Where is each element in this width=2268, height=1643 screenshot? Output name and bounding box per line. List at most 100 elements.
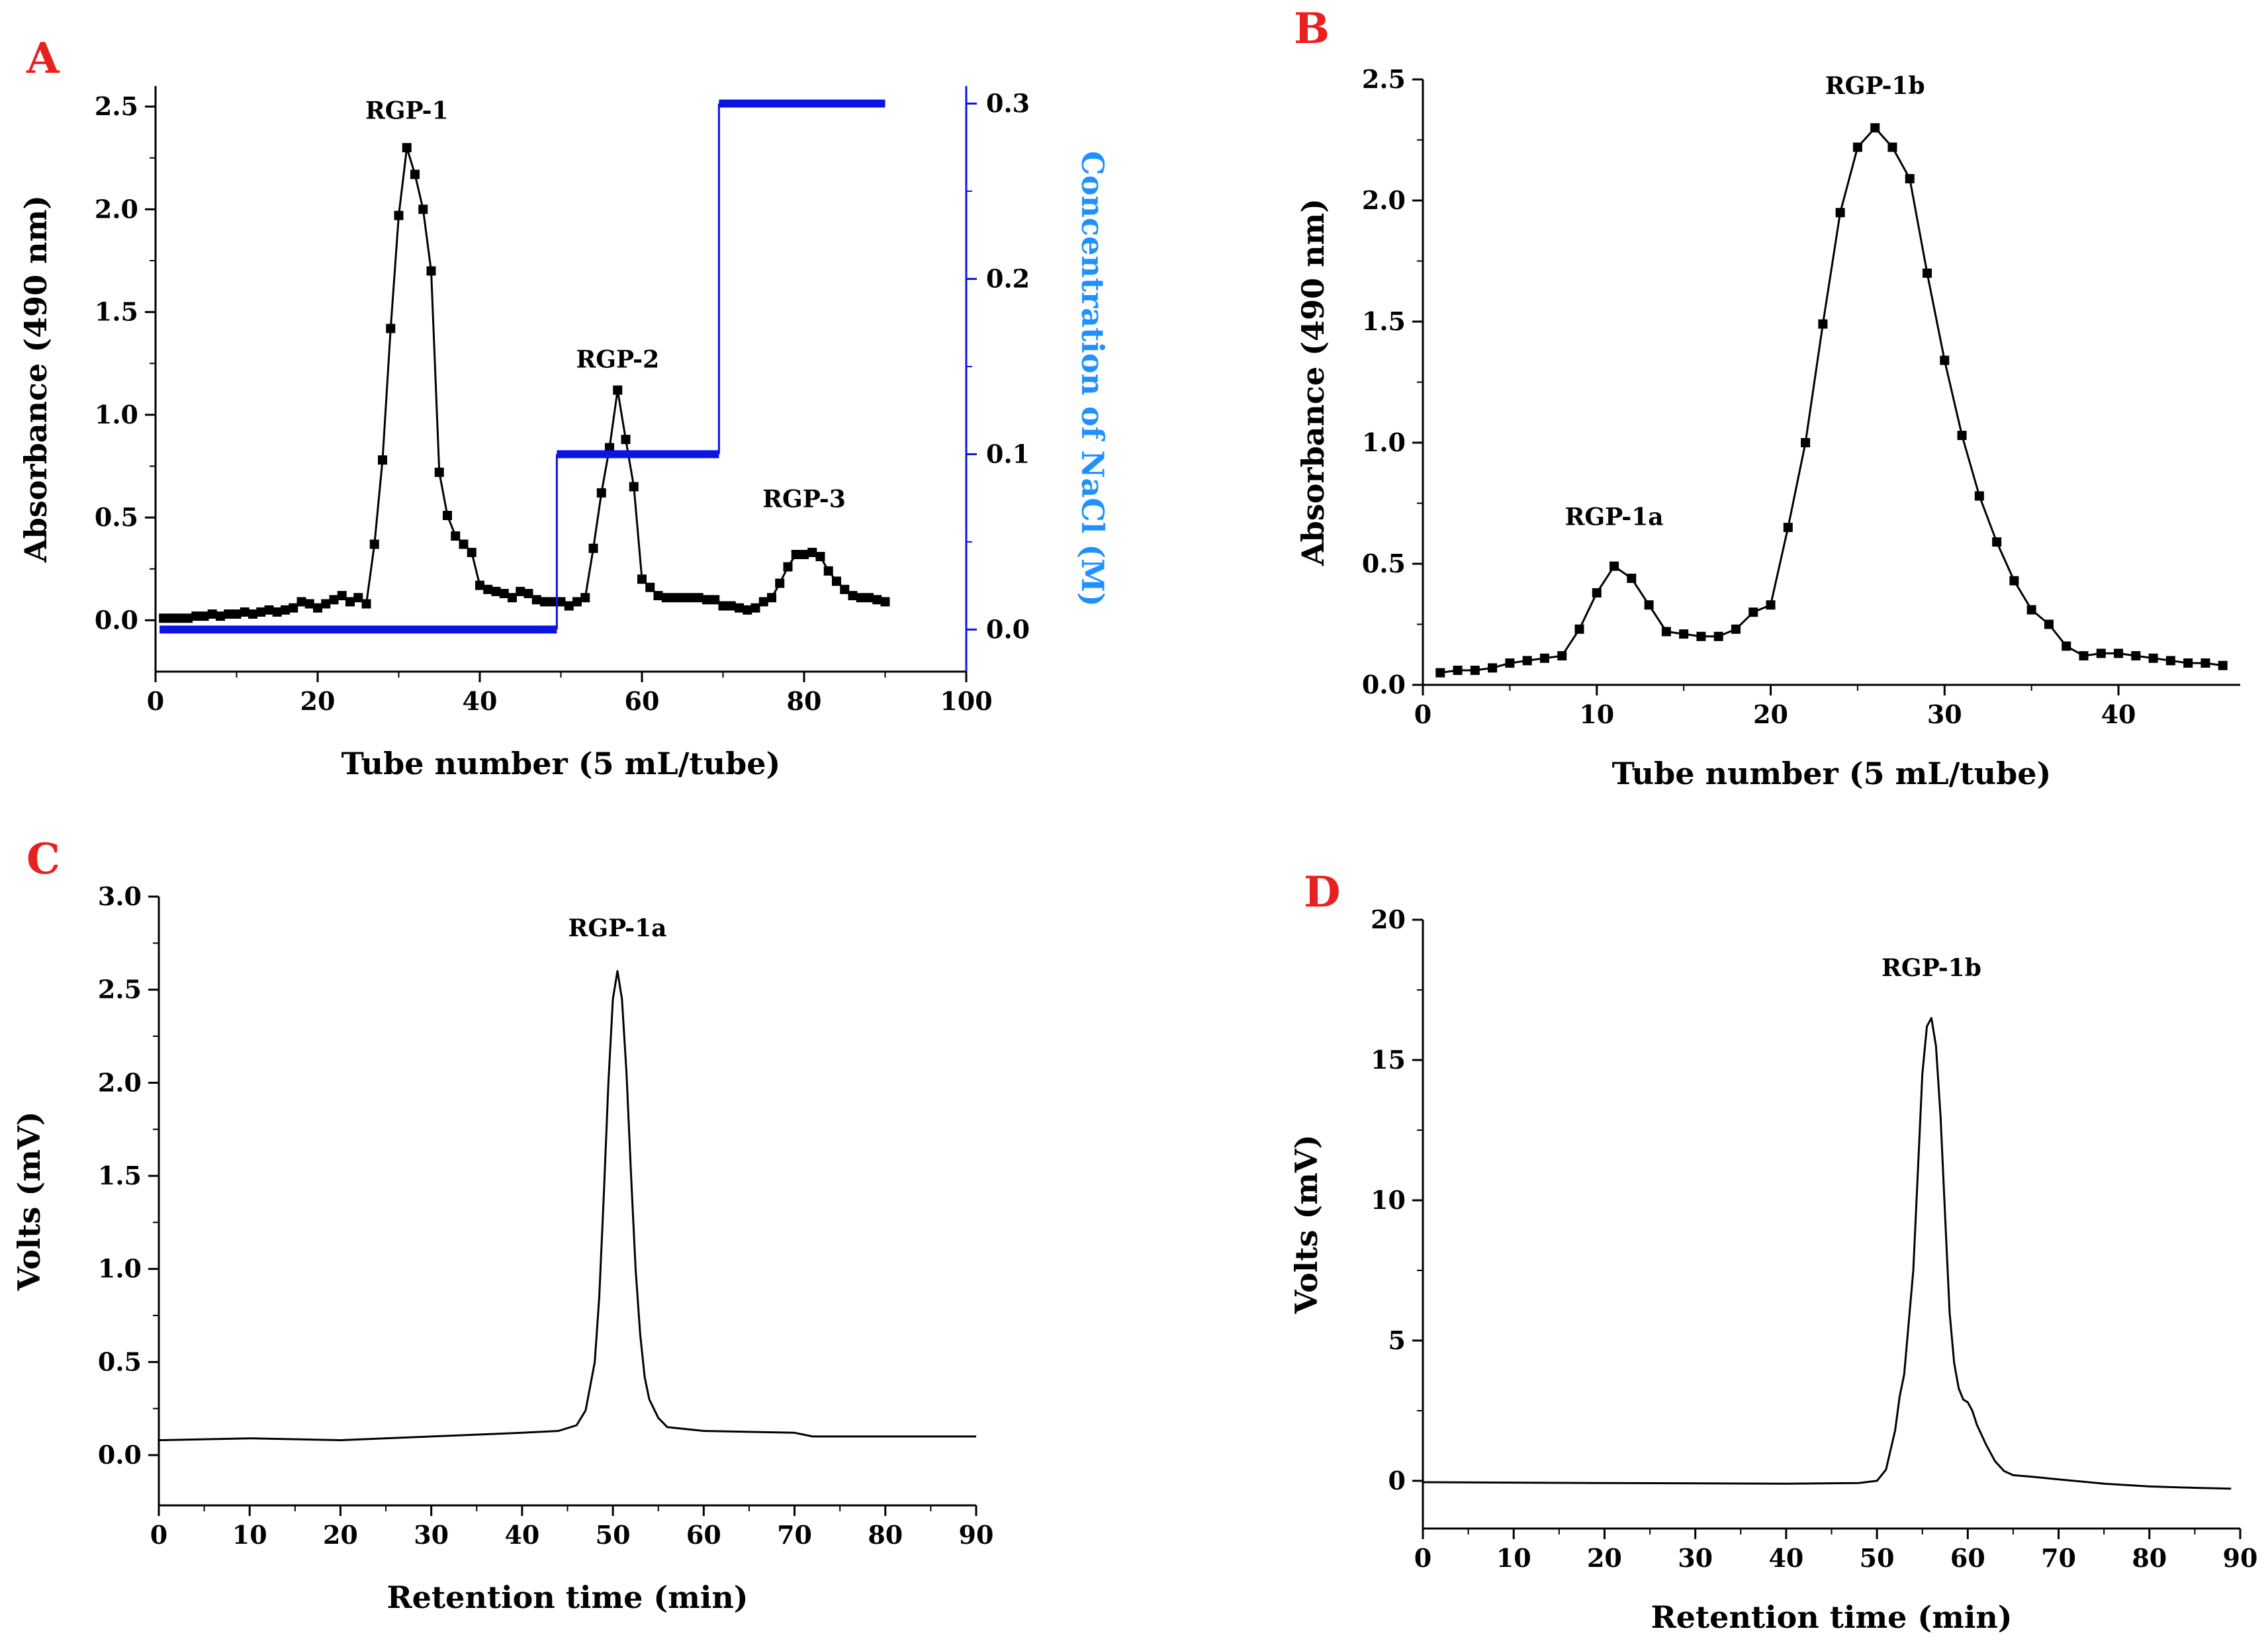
data-point [1644, 600, 1654, 610]
y-axis-label: Volts (mV) [11, 1112, 47, 1292]
panel-letter: A [26, 34, 60, 83]
data-point [443, 511, 452, 520]
peak-label: RGP-2 [576, 345, 659, 373]
y2-tick-label: 0.3 [986, 88, 1030, 118]
y-tick-label: 2.5 [95, 91, 138, 121]
data-point [1870, 123, 1880, 133]
data-point [1835, 208, 1845, 218]
data-point [1713, 631, 1723, 641]
data-point [710, 595, 720, 605]
x-tick-label: 40 [504, 1520, 539, 1550]
data-point [621, 435, 631, 445]
y-tick-label: 3.0 [98, 881, 142, 911]
data-point [394, 210, 404, 220]
data-point [426, 266, 436, 276]
x-tick-label: 60 [625, 686, 660, 716]
data-point [872, 595, 882, 605]
data-point [2026, 605, 2036, 615]
data-point [361, 599, 371, 609]
series-line [1440, 126, 2223, 674]
data-point [1505, 658, 1515, 668]
y2-tick-label: 0.1 [986, 439, 1030, 468]
panel-b-absorbance-chart: B 0 10 20 30 40 0.0 0.5 1.0 1.5 2.0 2.5 Tube number … [1294, 4, 2240, 791]
peak-label: RGP-1 [365, 97, 449, 125]
chart-title: RGP-1b [1882, 954, 1981, 982]
data-point [864, 593, 874, 603]
series-line [158, 970, 976, 1441]
data-point [1592, 588, 1602, 598]
data-point [1679, 629, 1689, 639]
data-point [483, 584, 493, 594]
data-point [848, 591, 858, 601]
data-point [304, 599, 314, 609]
data-point [256, 607, 266, 617]
y2-tick-label: 0.0 [986, 614, 1030, 644]
data-point [1731, 624, 1741, 634]
x-tick-label: 20 [323, 1520, 358, 1550]
y-tick-label: 2.0 [1362, 185, 1406, 215]
y-tick-label: 1.0 [95, 400, 138, 429]
data-point [1818, 319, 1828, 329]
x-tick-label: 50 [1860, 1543, 1895, 1573]
data-point [159, 613, 169, 623]
x-tick-label: 30 [414, 1520, 449, 1550]
y-tick-label: 0.5 [1362, 549, 1406, 578]
data-point [1557, 651, 1567, 661]
data-point [289, 603, 298, 613]
panel-letter: D [1304, 867, 1341, 917]
data-point [2079, 651, 2089, 661]
x-tick-label: 30 [1927, 699, 1962, 729]
data-point [451, 531, 461, 541]
data-point [564, 601, 574, 611]
x-tick-label: 20 [300, 686, 336, 716]
panel-letter: B [1294, 4, 1330, 54]
data-point [572, 597, 582, 607]
x-tick-label: 20 [1587, 1543, 1622, 1573]
data-point [2148, 653, 2158, 663]
y-tick-label: 1.5 [95, 297, 138, 327]
data-point [321, 599, 331, 609]
x-tick-label: 80 [787, 686, 822, 716]
data-point [491, 586, 501, 596]
data-point [1627, 573, 1637, 583]
data-point [856, 593, 866, 603]
data-point [832, 576, 841, 586]
y-axis-label: Volts (mV) [1289, 1135, 1324, 1315]
data-point [1748, 607, 1758, 617]
x-tick-label: 70 [2041, 1543, 2076, 1573]
x-tick-label: 40 [1768, 1543, 1803, 1573]
data-point [767, 593, 776, 603]
y-tick-label: 0 [1388, 1466, 1406, 1495]
data-point [475, 580, 484, 590]
y-tick-label: 0.5 [98, 1347, 142, 1376]
data-point [216, 611, 225, 621]
data-point [2009, 576, 2019, 586]
data-point [840, 584, 850, 594]
x-tick-label: 0 [1414, 1543, 1431, 1573]
data-point [207, 609, 217, 619]
data-point [750, 603, 760, 613]
data-point [783, 562, 793, 572]
data-point [1453, 666, 1463, 676]
data-point [1696, 631, 1706, 641]
chart-title: RGP-1a [568, 914, 666, 942]
panel-a-absorbance-nacl-chart: A 0 20 40 60 80 100 0.0 0.5 1.0 1.5 2.0 2.5 Tube numb… [18, 34, 1111, 781]
panel-d-hplc-rgp-1b-chart: D 0 10 20 30 40 50 60 70 80 90 0 5 10 15 20 Retention ti… [1289, 867, 2257, 1635]
y-tick-label: 0.0 [1362, 670, 1406, 699]
x-tick-label: 80 [2132, 1543, 2167, 1573]
y-tick-label: 0.0 [95, 605, 138, 635]
data-point [2183, 658, 2193, 668]
data-point [1992, 537, 2002, 547]
data-point [240, 607, 249, 617]
data-point [167, 613, 177, 623]
data-point [199, 611, 209, 621]
data-point [296, 597, 306, 607]
y-axis-label: Absorbance (490 nm) [18, 195, 54, 563]
data-point [1852, 142, 1862, 152]
data-point [1974, 491, 1984, 501]
data-point [418, 204, 428, 214]
x-axis-label: Tube number (5 mL/tube) [1612, 756, 2052, 791]
y-tick-label: 15 [1371, 1045, 1406, 1075]
data-point [2096, 648, 2106, 658]
